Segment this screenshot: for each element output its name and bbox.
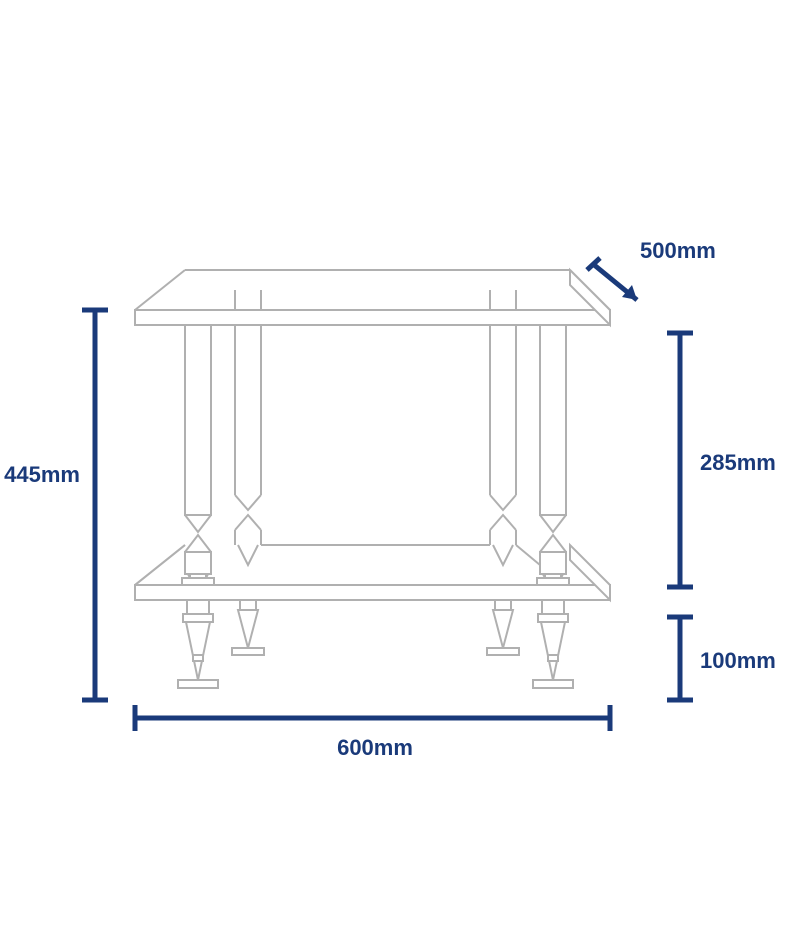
label-total-height: 445mm	[4, 462, 80, 487]
front-column-cups	[182, 578, 569, 585]
dim-foot-height: 100mm	[667, 617, 776, 700]
dim-upper-gap: 285mm	[667, 333, 776, 587]
dimension-diagram: 500mm 445mm 285mm 100mm 600mm	[0, 0, 800, 948]
label-upper-gap: 285mm	[700, 450, 776, 475]
feet	[178, 600, 573, 688]
label-foot-height: 100mm	[700, 648, 776, 673]
back-columns-upper	[235, 290, 516, 565]
top-shelf	[135, 270, 610, 325]
dim-width: 600mm	[135, 705, 610, 760]
label-depth: 500mm	[640, 238, 716, 263]
dim-depth: 500mm	[587, 238, 716, 300]
dim-total-height: 445mm	[4, 310, 108, 700]
label-width: 600mm	[337, 735, 413, 760]
